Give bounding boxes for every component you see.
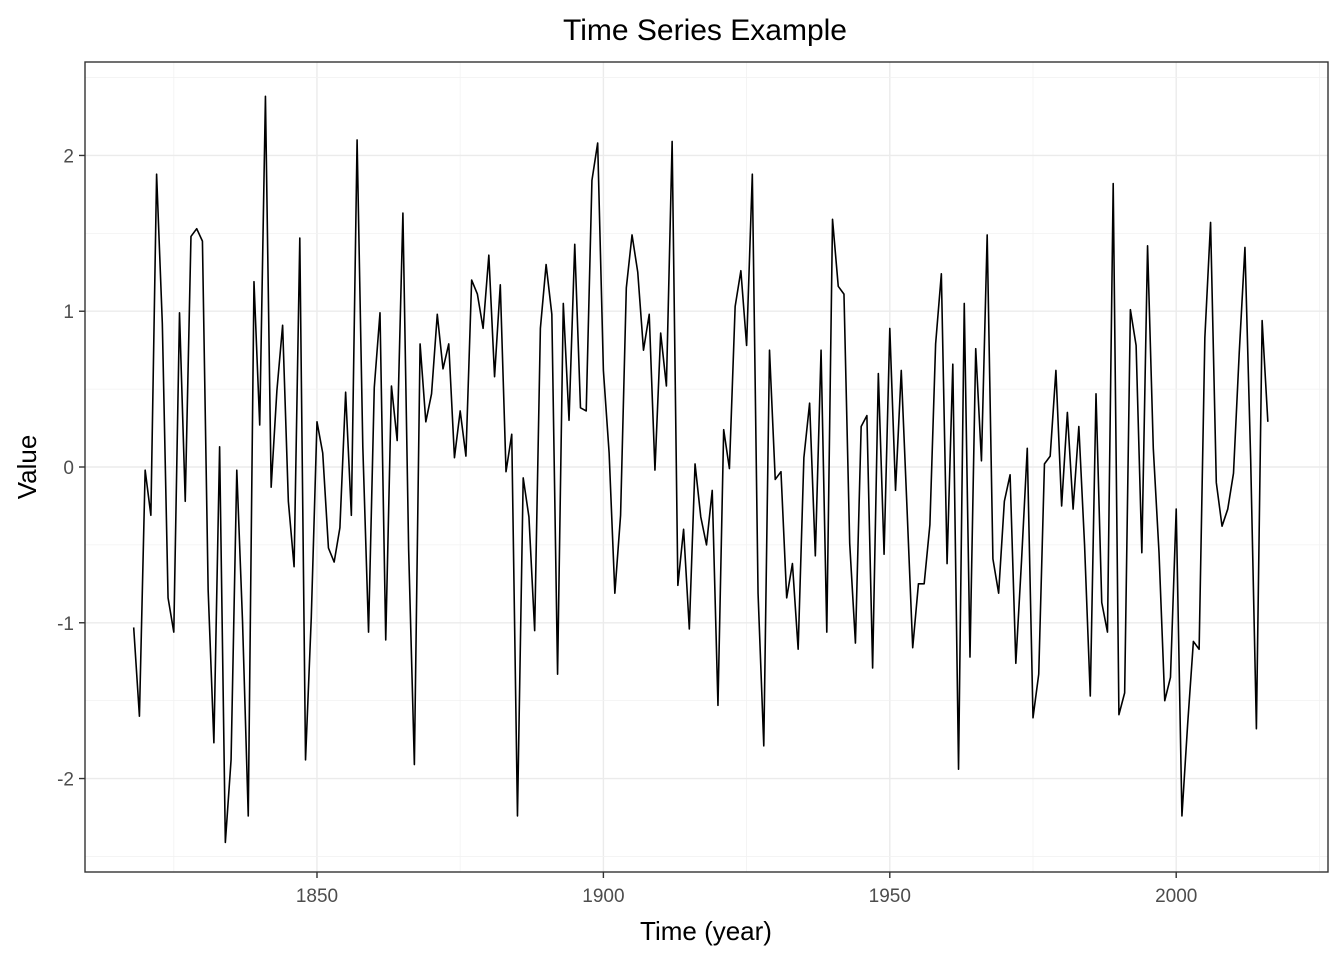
- x-tick-label: 1850: [296, 886, 338, 907]
- x-axis-title: Time (year): [640, 916, 772, 946]
- y-tick-label: -2: [57, 770, 74, 791]
- y-tick-label: -1: [57, 614, 74, 635]
- y-axis: -2 -1 0 1 2: [57, 146, 85, 791]
- series-line: [132, 95, 1269, 844]
- grid: [85, 62, 1328, 872]
- x-tick-label: 1950: [869, 886, 911, 907]
- y-tick-label: 1: [63, 302, 74, 323]
- x-tick-label: 2000: [1155, 886, 1197, 907]
- x-tick-label: 1900: [582, 886, 624, 907]
- y-axis-title: Value: [12, 435, 42, 500]
- x-axis: 1850 1900 1950 2000: [296, 872, 1197, 907]
- y-tick-label: 2: [63, 146, 74, 167]
- chart-title: Time Series Example: [563, 14, 847, 47]
- y-tick-label: 0: [63, 458, 74, 479]
